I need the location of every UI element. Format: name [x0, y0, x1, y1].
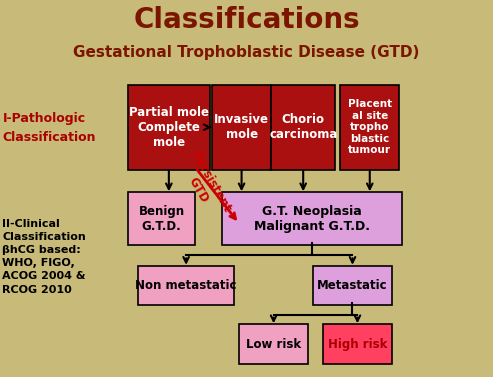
- Text: I-Pathologic: I-Pathologic: [2, 112, 86, 125]
- FancyBboxPatch shape: [128, 192, 195, 245]
- FancyBboxPatch shape: [239, 324, 308, 364]
- FancyBboxPatch shape: [323, 324, 392, 364]
- FancyBboxPatch shape: [128, 85, 210, 170]
- Text: Classifications: Classifications: [133, 6, 360, 34]
- Text: Benign
G.T.D.: Benign G.T.D.: [139, 205, 184, 233]
- Text: Non metastatic: Non metastatic: [136, 279, 237, 292]
- FancyBboxPatch shape: [212, 85, 271, 170]
- Text: II-Clinical
Classification
βhCG based:
WHO, FIGO,
ACOG 2004 &
RCOG 2010: II-Clinical Classification βhCG based: W…: [2, 219, 86, 295]
- Text: Low risk: Low risk: [246, 337, 301, 351]
- Text: Metastatic: Metastatic: [317, 279, 388, 292]
- FancyBboxPatch shape: [313, 266, 392, 305]
- Text: Classification: Classification: [2, 131, 96, 144]
- FancyBboxPatch shape: [138, 266, 234, 305]
- FancyBboxPatch shape: [271, 85, 335, 170]
- Text: High risk: High risk: [328, 337, 387, 351]
- FancyBboxPatch shape: [340, 85, 399, 170]
- Text: Gestational Trophoblastic Disease (GTD): Gestational Trophoblastic Disease (GTD): [73, 45, 420, 60]
- Text: Chorio
carcinoma: Chorio carcinoma: [269, 113, 337, 141]
- Text: Persistent
GTD: Persistent GTD: [176, 150, 234, 223]
- Text: Invasive
mole: Invasive mole: [214, 113, 269, 141]
- Text: Placent
al site
tropho
blastic
tumour: Placent al site tropho blastic tumour: [348, 99, 392, 155]
- Text: G.T. Neoplasia
Malignant G.T.D.: G.T. Neoplasia Malignant G.T.D.: [254, 205, 370, 233]
- FancyBboxPatch shape: [222, 192, 402, 245]
- Text: Partial mole
Complete
mole: Partial mole Complete mole: [129, 106, 209, 149]
